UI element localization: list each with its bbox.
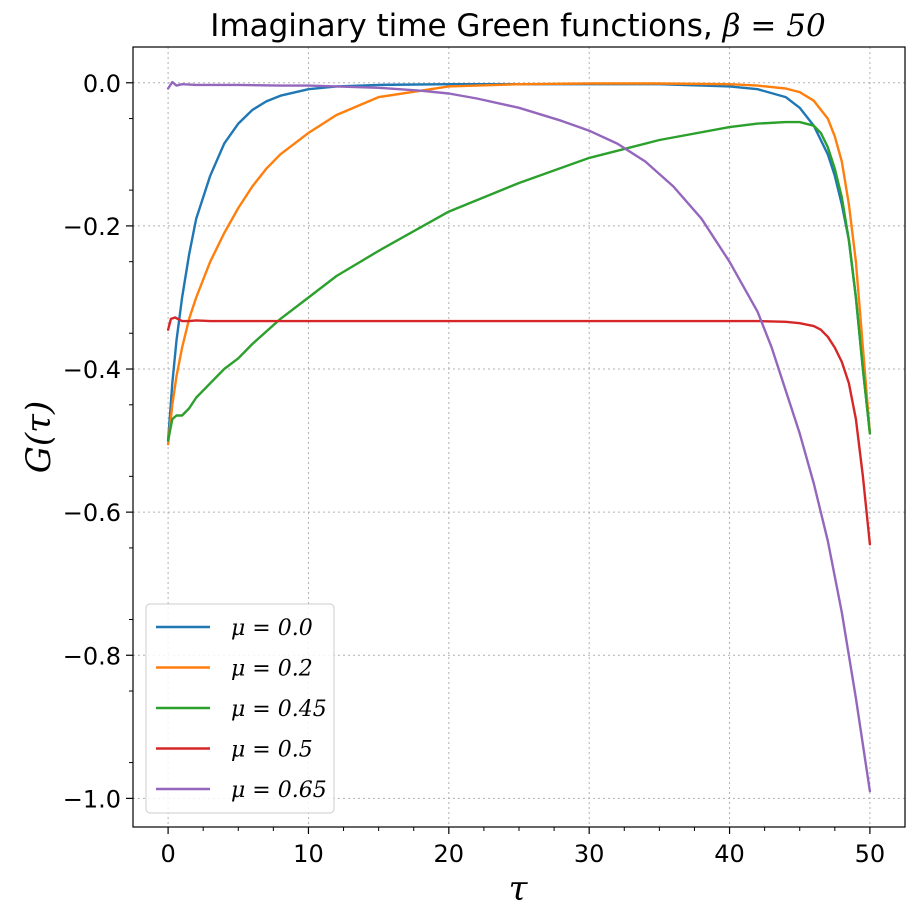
x-tick-label: 30 [574, 840, 605, 868]
grid-lines [133, 47, 905, 827]
x-tick-label: 10 [293, 840, 324, 868]
y-tick-label: 0.0 [83, 70, 121, 98]
chart-title-math: β = 50 [722, 8, 826, 44]
y-tick-label: −0.6 [63, 499, 121, 527]
legend: μ = 0.0 μ = 0.2 μ = 0.45 μ = 0.5 μ = 0.65 [145, 603, 335, 814]
x-tick-label: 20 [434, 840, 465, 868]
series-line [166, 82, 872, 446]
x-axis-label: τ [509, 869, 529, 909]
legend-label: μ = 0.45 [231, 697, 327, 722]
x-tick-label: 0 [160, 840, 175, 868]
chart-title-text: Imaginary time Green functions, [210, 8, 722, 44]
y-tick-label: −0.2 [63, 213, 121, 241]
y-tick-label: −0.8 [63, 642, 121, 670]
series-layer [166, 80, 872, 793]
legend-label: μ = 0.2 [231, 657, 313, 682]
y-tick-label: −1.0 [63, 785, 121, 813]
series-line [166, 80, 872, 793]
x-tick-label: 40 [714, 840, 745, 868]
axis-ticks: 0 10 20 30 40 50 0.0 −0.2 −0.4 −0.6 −0.8 −1.0 [63, 70, 885, 868]
series-line [166, 120, 872, 442]
chart-title: Imaginary time Green functions, β = 50 [210, 8, 825, 44]
legend-label: μ = 0.5 [231, 738, 313, 763]
series-line [166, 316, 872, 546]
legend-label: μ = 0.65 [231, 778, 327, 803]
x-tick-label: 50 [855, 840, 886, 868]
y-tick-label: −0.4 [63, 356, 121, 384]
series-line [166, 82, 872, 442]
y-axis-label: G(τ) [19, 401, 59, 474]
legend-label: μ = 0.0 [231, 616, 313, 641]
legend-box [145, 603, 335, 814]
